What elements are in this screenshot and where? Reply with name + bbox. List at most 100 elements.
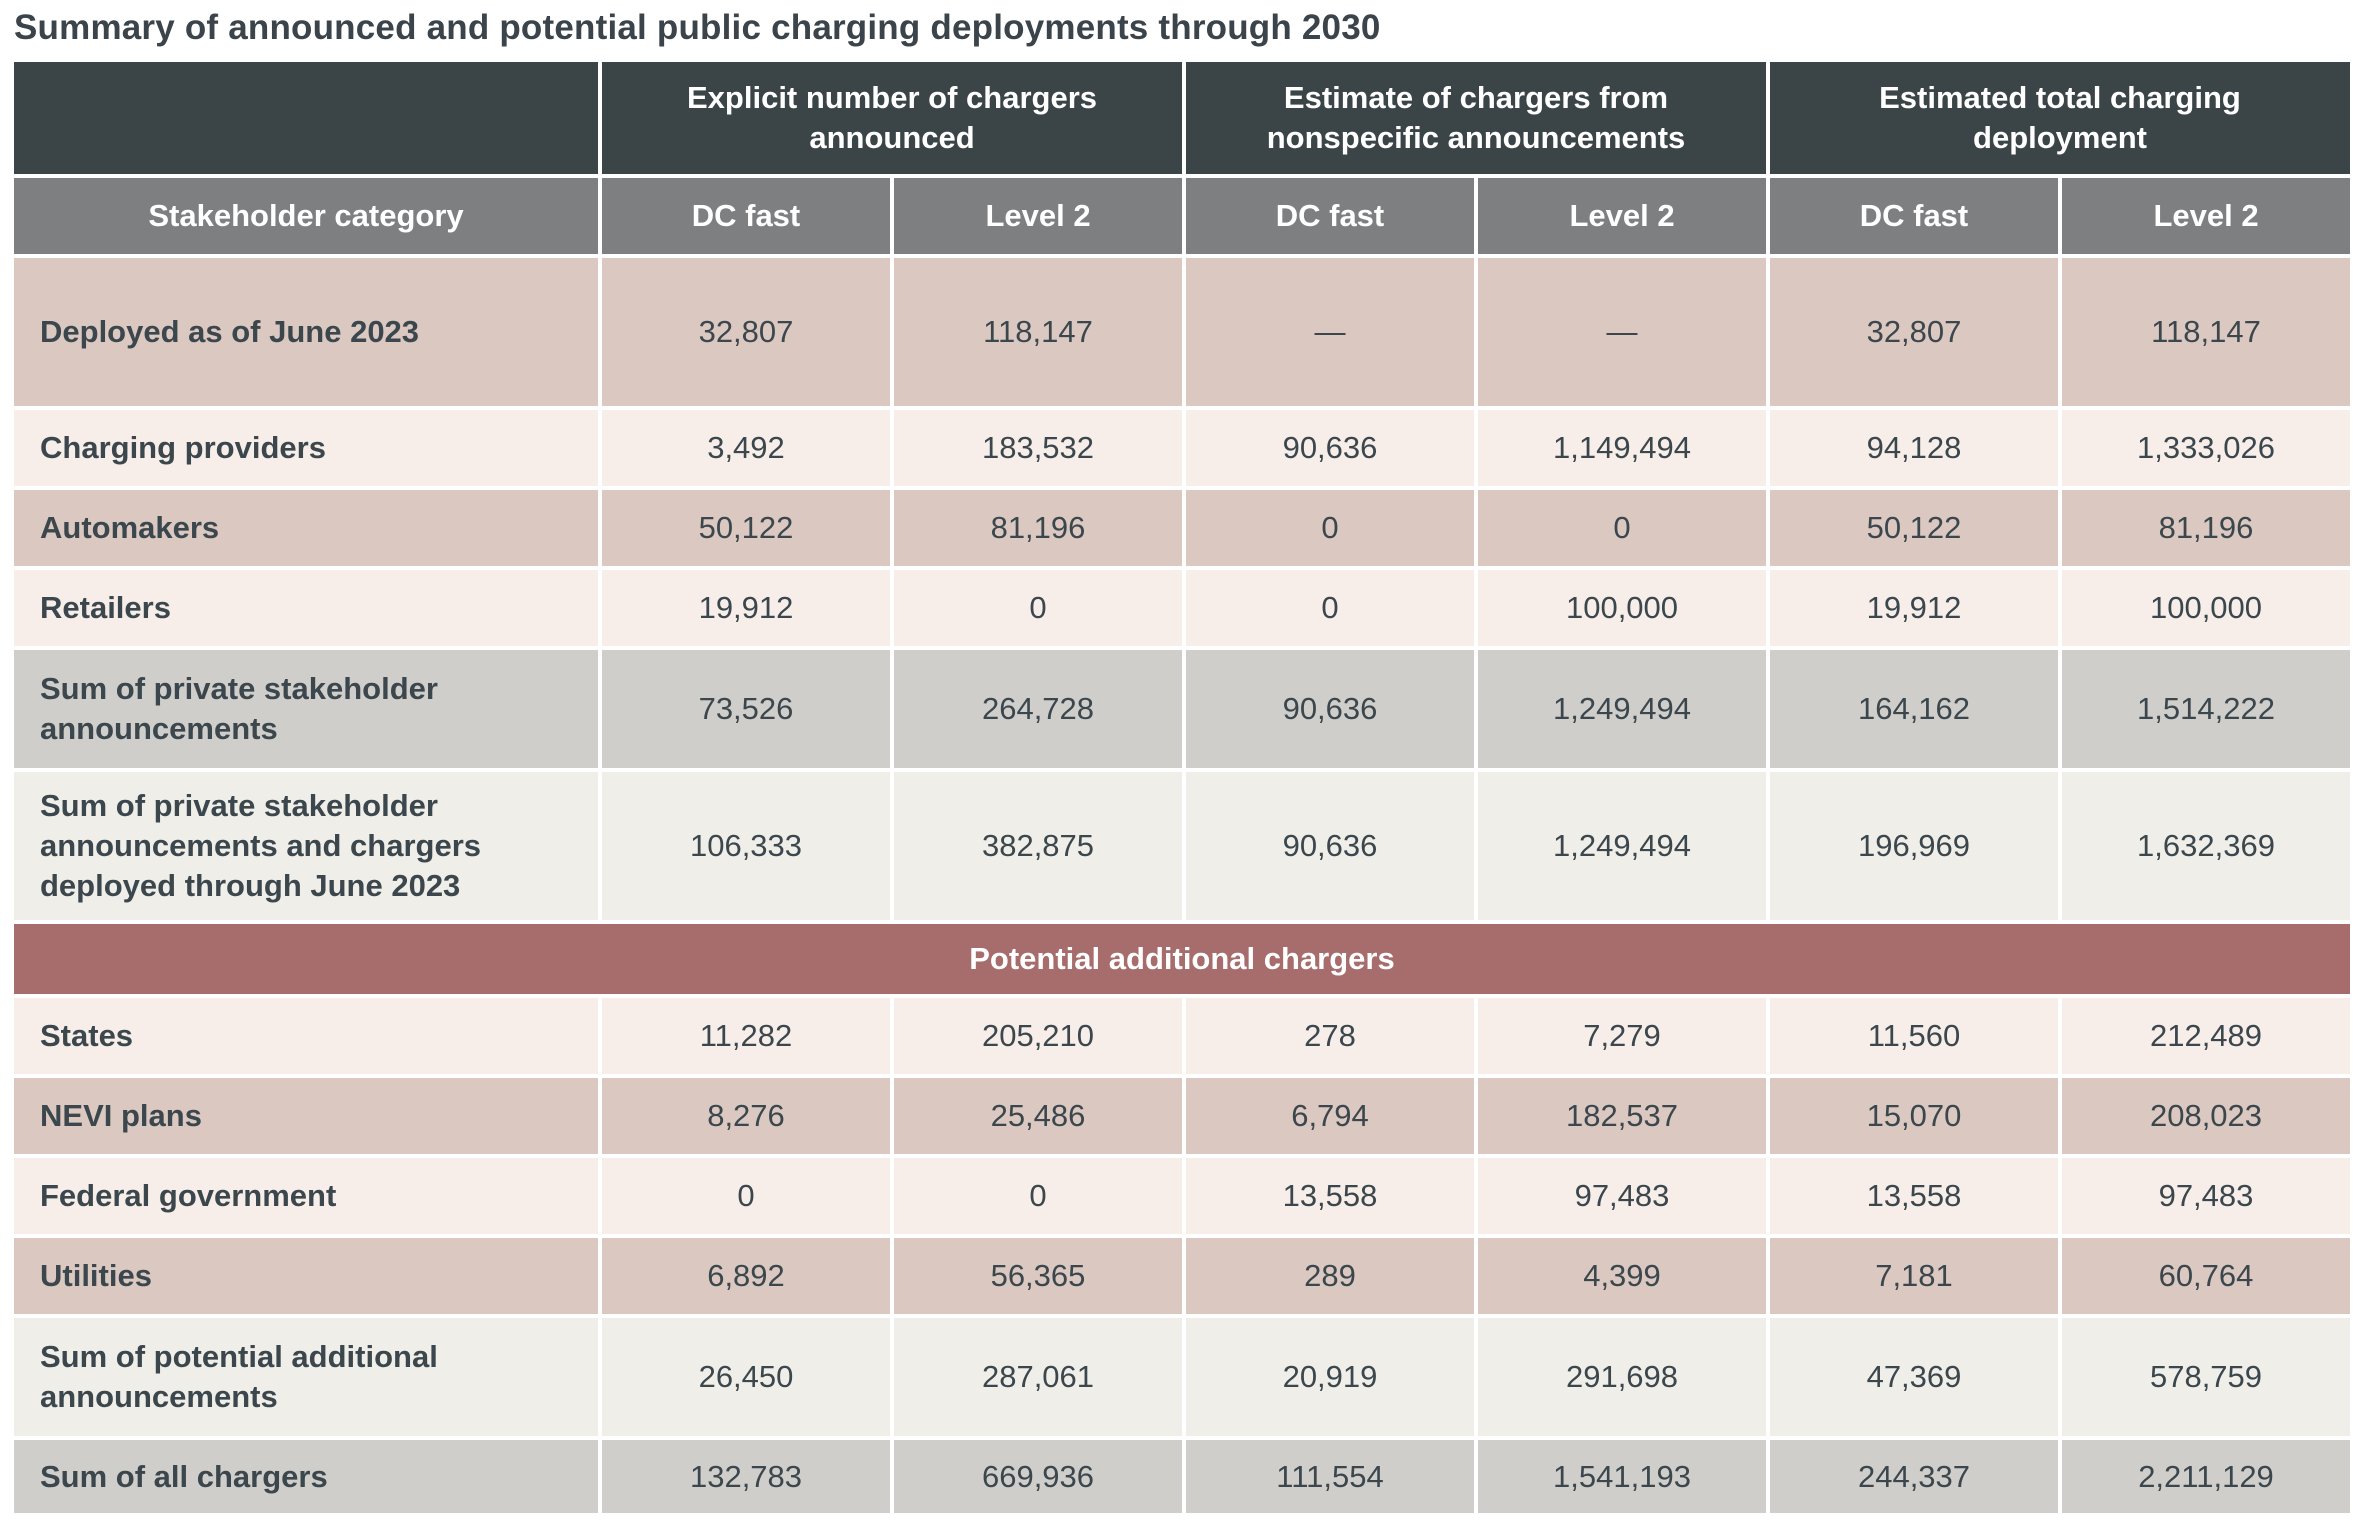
table-cell: 1,514,222 — [2062, 650, 2350, 768]
page-title: Summary of announced and potential publi… — [14, 8, 1381, 47]
table-row-sum-all: Sum of all chargers 132,783 669,936 111,… — [14, 1440, 2350, 1513]
table-cell: 50,122 — [1770, 490, 2058, 566]
row-label: Automakers — [14, 490, 598, 566]
table-cell: 11,282 — [602, 998, 890, 1074]
table-cell: — — [1478, 258, 1766, 406]
table-row-automakers: Automakers 50,122 81,196 0 0 50,122 81,1… — [14, 490, 2350, 566]
table-row-nevi-plans: NEVI plans 8,276 25,486 6,794 182,537 15… — [14, 1078, 2350, 1154]
table-cell: 264,728 — [894, 650, 1182, 768]
corner-cell — [14, 62, 598, 174]
table-cell: 205,210 — [894, 998, 1182, 1074]
column-group-explicit: Explicit number of chargers announced — [602, 62, 1182, 174]
table-cell: 118,147 — [2062, 258, 2350, 406]
row-label: Retailers — [14, 570, 598, 646]
table-cell: 1,249,494 — [1478, 772, 1766, 920]
row-label: Charging providers — [14, 410, 598, 486]
table-cell: — — [1186, 258, 1474, 406]
table-cell: 111,554 — [1186, 1440, 1474, 1513]
table-cell: 164,162 — [1770, 650, 2058, 768]
column-header-level2-1: Level 2 — [894, 178, 1182, 254]
table-row-deployed: Deployed as of June 2023 32,807 118,147 … — [14, 258, 2350, 406]
table-cell: 669,936 — [894, 1440, 1182, 1513]
table-cell: 1,333,026 — [2062, 410, 2350, 486]
table-cell: 1,632,369 — [2062, 772, 2350, 920]
section-banner-row: Potential additional chargers — [14, 924, 2350, 994]
table-cell: 97,483 — [1478, 1158, 1766, 1234]
table-cell: 289 — [1186, 1238, 1474, 1314]
table-cell: 291,698 — [1478, 1318, 1766, 1436]
table-row-sum-private-plus-deployed: Sum of private stakeholder announcements… — [14, 772, 2350, 920]
table-row-charging-providers: Charging providers 3,492 183,532 90,636 … — [14, 410, 2350, 486]
table-cell: 0 — [1186, 570, 1474, 646]
table-row-retailers: Retailers 19,912 0 0 100,000 19,912 100,… — [14, 570, 2350, 646]
table-cell: 244,337 — [1770, 1440, 2058, 1513]
column-header-level2-3: Level 2 — [2062, 178, 2350, 254]
row-label: Sum of private stakeholder announcements… — [14, 772, 598, 920]
table-cell: 0 — [602, 1158, 890, 1234]
row-label: States — [14, 998, 598, 1074]
table-cell: 196,969 — [1770, 772, 2058, 920]
table-cell: 90,636 — [1186, 772, 1474, 920]
row-label: Sum of all chargers — [14, 1440, 598, 1513]
table-cell: 100,000 — [2062, 570, 2350, 646]
table-cell: 0 — [1478, 490, 1766, 566]
table-cell: 106,333 — [602, 772, 890, 920]
table-cell: 25,486 — [894, 1078, 1182, 1154]
table-cell: 26,450 — [602, 1318, 890, 1436]
table-cell: 97,483 — [2062, 1158, 2350, 1234]
table-cell: 8,276 — [602, 1078, 890, 1154]
table-cell: 1,249,494 — [1478, 650, 1766, 768]
table-cell: 6,892 — [602, 1238, 890, 1314]
table-cell: 1,149,494 — [1478, 410, 1766, 486]
column-header-dc-fast-1: DC fast — [602, 178, 890, 254]
table-cell: 0 — [1186, 490, 1474, 566]
row-label: Federal government — [14, 1158, 598, 1234]
table-cell: 90,636 — [1186, 650, 1474, 768]
table-row-federal-government: Federal government 0 0 13,558 97,483 13,… — [14, 1158, 2350, 1234]
table-cell: 2,211,129 — [2062, 1440, 2350, 1513]
column-header-row: Stakeholder category DC fast Level 2 DC … — [14, 178, 2350, 254]
table-cell: 6,794 — [1186, 1078, 1474, 1154]
table-cell: 90,636 — [1186, 410, 1474, 486]
column-header-stakeholder-category: Stakeholder category — [14, 178, 598, 254]
table-cell: 32,807 — [602, 258, 890, 406]
table-cell: 118,147 — [894, 258, 1182, 406]
table-cell: 212,489 — [2062, 998, 2350, 1074]
table-cell: 7,181 — [1770, 1238, 2058, 1314]
table-cell: 20,919 — [1186, 1318, 1474, 1436]
table-cell: 60,764 — [2062, 1238, 2350, 1314]
table-row-sum-private: Sum of private stakeholder announcements… — [14, 650, 2350, 768]
table-cell: 50,122 — [602, 490, 890, 566]
table-cell: 132,783 — [602, 1440, 890, 1513]
table-cell: 578,759 — [2062, 1318, 2350, 1436]
table-cell: 19,912 — [602, 570, 890, 646]
table-cell: 0 — [894, 570, 1182, 646]
table-cell: 47,369 — [1770, 1318, 2058, 1436]
table-cell: 94,128 — [1770, 410, 2058, 486]
table-cell: 278 — [1186, 998, 1474, 1074]
row-label: Sum of potential additional announcement… — [14, 1318, 598, 1436]
table-cell: 56,365 — [894, 1238, 1182, 1314]
row-label: Utilities — [14, 1238, 598, 1314]
column-group-total: Estimated total charging deployment — [1770, 62, 2350, 174]
table-cell: 7,279 — [1478, 998, 1766, 1074]
table-cell: 208,023 — [2062, 1078, 2350, 1154]
row-label: Sum of private stakeholder announcements — [14, 650, 598, 768]
table-cell: 81,196 — [2062, 490, 2350, 566]
charging-deployments-table: Explicit number of chargers announced Es… — [10, 58, 2354, 1517]
table-cell: 1,541,193 — [1478, 1440, 1766, 1513]
section-banner: Potential additional chargers — [14, 924, 2350, 994]
row-label: Deployed as of June 2023 — [14, 258, 598, 406]
table-row-utilities: Utilities 6,892 56,365 289 4,399 7,181 6… — [14, 1238, 2350, 1314]
row-label: NEVI plans — [14, 1078, 598, 1154]
table-cell: 0 — [894, 1158, 1182, 1234]
column-group-nonspecific: Estimate of chargers from nonspecific an… — [1186, 62, 1766, 174]
table-row-sum-potential: Sum of potential additional announcement… — [14, 1318, 2350, 1436]
table-cell: 4,399 — [1478, 1238, 1766, 1314]
table-cell: 382,875 — [894, 772, 1182, 920]
column-header-level2-2: Level 2 — [1478, 178, 1766, 254]
table-cell: 11,560 — [1770, 998, 2058, 1074]
table-cell: 13,558 — [1770, 1158, 2058, 1234]
table-cell: 183,532 — [894, 410, 1182, 486]
